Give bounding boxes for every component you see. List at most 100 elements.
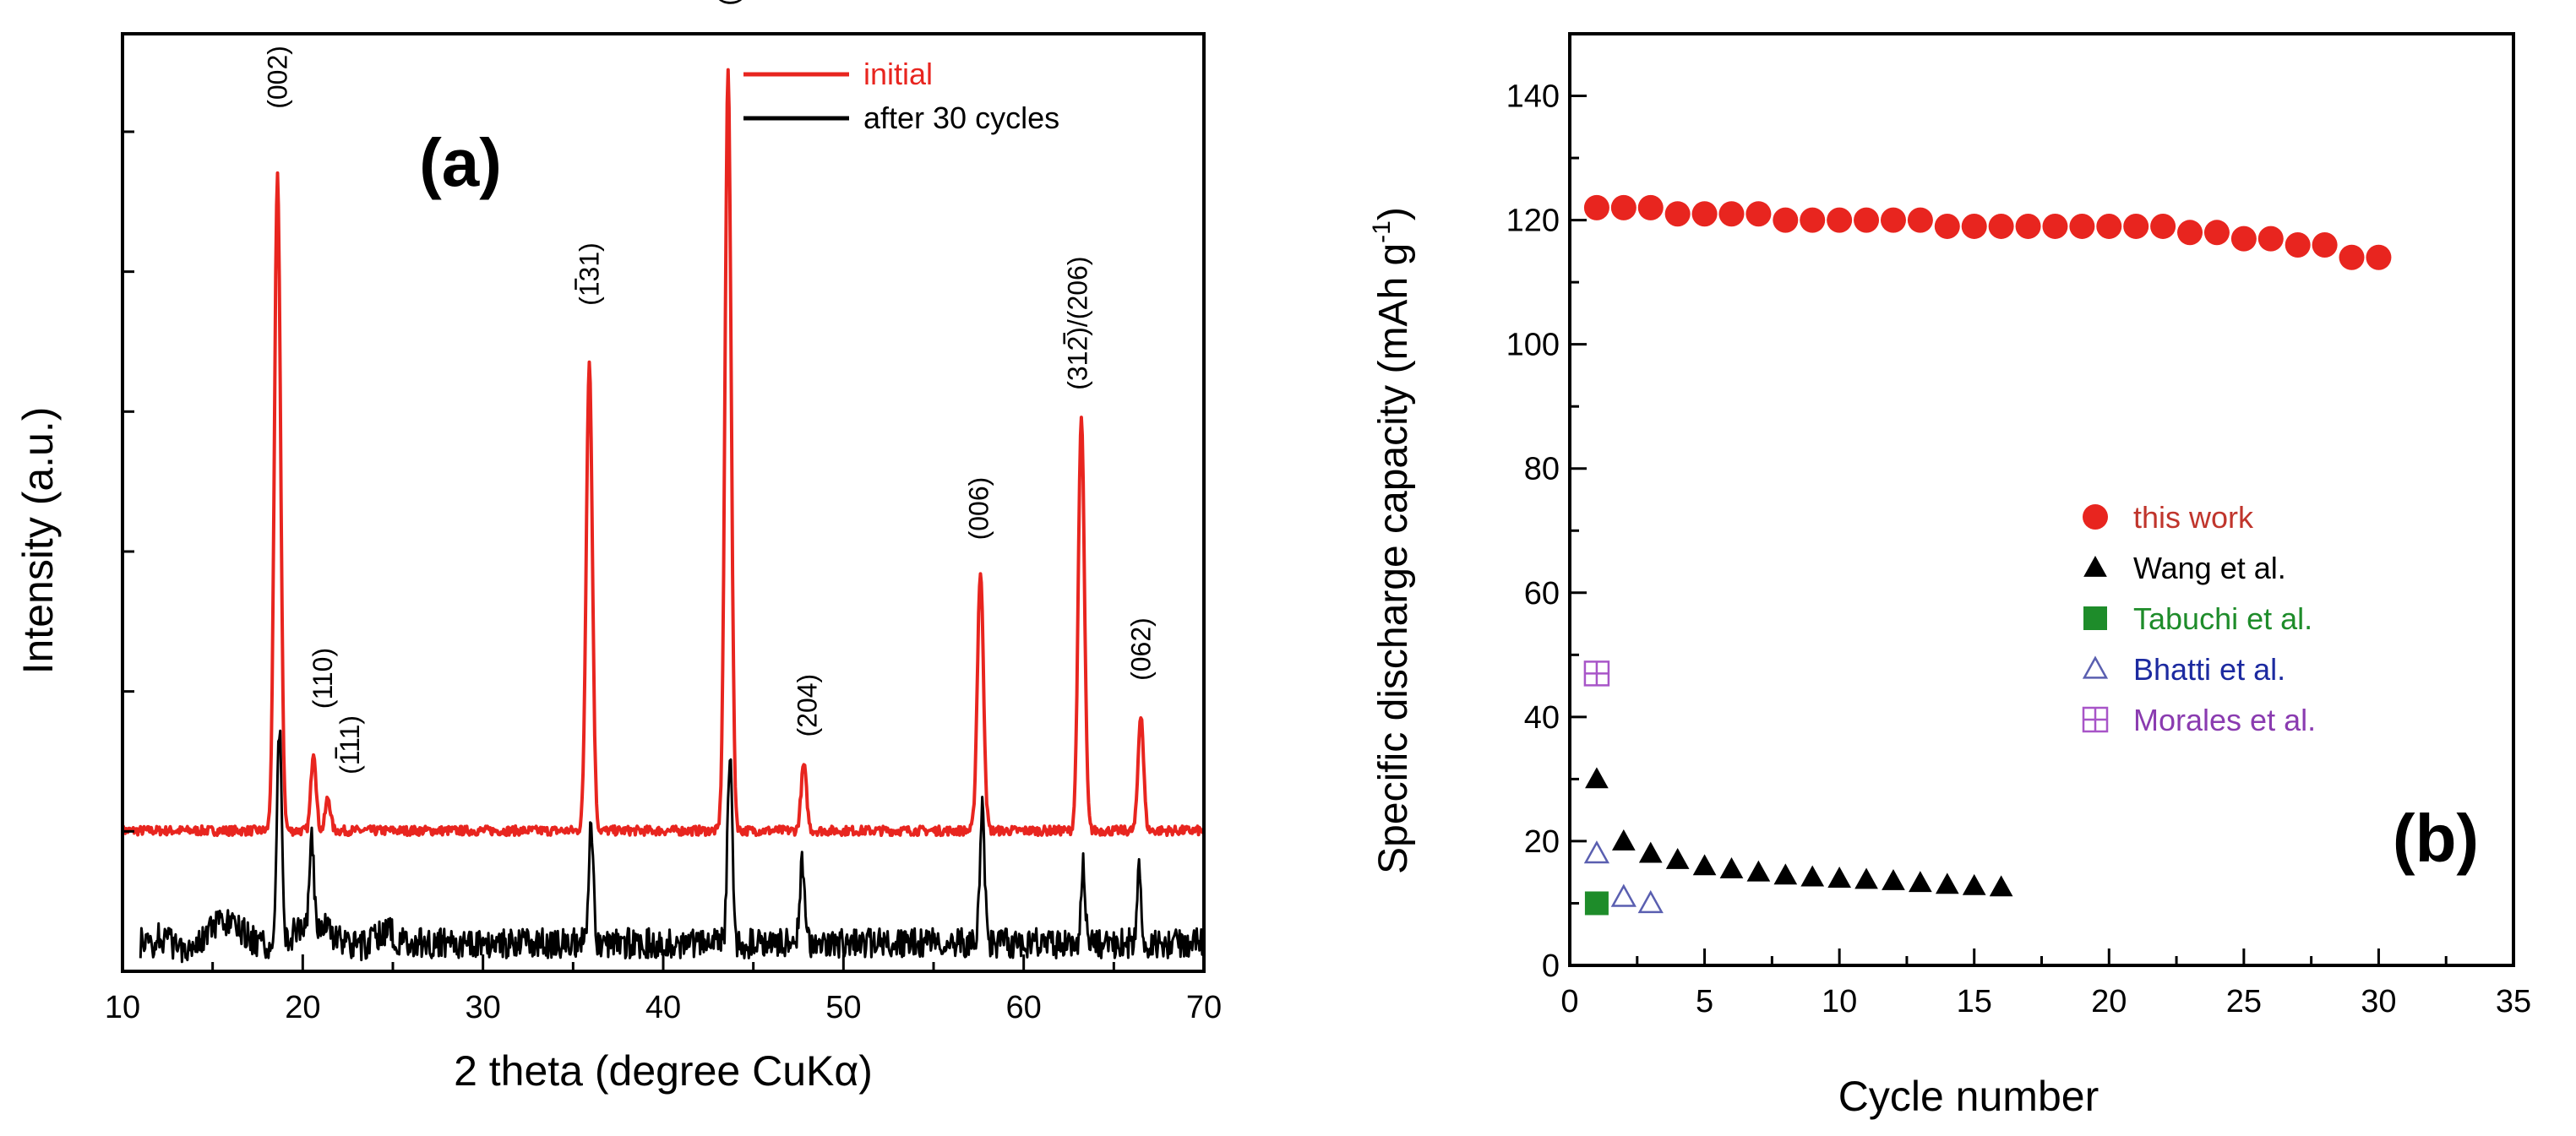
panel-b-y-axis-title-sup: -1 [1368,220,1396,243]
legend-marker [2083,504,2108,530]
wang-et-al-point [1800,865,1825,887]
this-work-point [2096,213,2122,239]
legend-label: Wang et al. [2133,551,2286,585]
x-tick-label: 40 [645,990,681,1025]
y-tick-label: 0 [1542,948,1560,984]
x-tick-label: 10 [105,990,140,1025]
legend-marker [2083,555,2107,577]
this-work-point [1827,207,1853,233]
peak-label: (312)/(206) [1063,257,1093,390]
y-tick-label: 140 [1506,79,1560,115]
this-work-point [2257,226,2284,252]
panel-b-legend: this work Wang et al. Tabuchi et al. Bhatti… [2082,500,2316,737]
x-tick-label: 20 [2091,984,2127,1019]
wang-et-al-point [1665,847,1690,869]
y-tick-label: 60 [1524,576,1560,611]
peak-label: (111) [335,715,365,775]
legend-after-label: after 30 cycles [863,101,1059,135]
wang-et-al-point [1827,867,1851,888]
y-tick-label: 80 [1524,452,1560,487]
panel-a-x-axis-title: 2 theta (degree CuKα) [454,1047,873,1095]
this-work-point [2150,213,2176,239]
this-work-point [2203,220,2230,246]
legend-label: Tabuchi et al. [2133,601,2312,636]
morales-et-al-point [1583,660,1610,687]
panel-a-legend: initial after 30 cycles [743,57,1059,135]
x-tick-label: 70 [1186,990,1222,1025]
legend-label: this work [2133,500,2254,535]
wang-et-al-point [1882,868,1905,890]
panel-a-label: (a) [419,125,502,200]
wang-et-al-point [1585,767,1609,789]
bhatti-et-al-point [1637,889,1664,914]
x-tick-label: 60 [1006,990,1042,1025]
legend-marker [2082,655,2109,679]
legend-label: Morales et al. [2133,703,2316,737]
x-tick-label: 35 [2496,984,2531,1019]
peak-label: (002) [263,46,293,109]
wang-et-al-point [1935,872,1959,894]
this-work-point [2015,213,2041,239]
peak-label: (133) [713,0,743,6]
bhatti-et-al-point [1610,883,1637,907]
panel-b-y-axis-title: Specific discharge capacity (mAh g-1) [1368,207,1416,874]
legend-marker [2083,606,2107,630]
peak-annotations: (002) (110) (111) (131) (133) (204) (006) (312)… [263,0,1157,775]
this-work-point [1664,201,1691,227]
y-tick-label: 120 [1506,204,1560,239]
wang-et-al-point [1989,875,2013,897]
wang-et-al-point [1854,867,1878,889]
x-tick-label: 30 [2361,984,2396,1019]
this-work-point [1773,207,1799,233]
x-tick-label: 20 [285,990,320,1025]
y-tick-label: 100 [1506,328,1560,363]
peak-label: (062) [1125,617,1156,681]
this-work-point [2069,213,2095,239]
xrd-curves [121,68,1206,964]
x-tick-label: 30 [466,990,501,1025]
x-tick-label: 10 [1822,984,1857,1019]
this-work-point [1880,207,1906,233]
this-work-point [2177,220,2203,246]
panel-b-ticks: 0 5 10 15 20 25 30 35 0 20 40 60 80 100 120 140 [1506,79,2532,1019]
bhatti-et-al-point [1583,840,1610,864]
wang-et-al-point [1962,873,1986,895]
this-work-point [1610,194,1637,220]
peak-label: (204) [792,674,823,737]
panel-a-y-ticks [123,130,134,833]
peak-label: (006) [963,477,994,541]
this-work-point [2230,226,2257,252]
capacity-points [1583,194,2392,916]
wang-et-al-point [1611,829,1636,851]
this-work-point [1988,213,2014,239]
y-tick-label: 40 [1524,700,1560,736]
this-work-point [1583,194,1609,220]
this-work-point [1854,207,1880,233]
this-work-point [2339,244,2365,270]
initial-curve [121,68,1206,837]
legend-initial-label: initial [863,57,933,91]
wang-et-al-point [1692,854,1717,876]
this-work-point [1961,213,1987,239]
this-work-point [1800,207,1826,233]
this-work-point [1691,201,1718,227]
this-work-point [2285,232,2311,258]
wang-et-al-point [1773,863,1798,885]
wang-et-al-point [1638,841,1663,863]
this-work-point [2123,213,2149,239]
this-work-point [1718,201,1745,227]
this-work-point [1745,201,1772,227]
wang-et-al-point [1909,871,1932,893]
panel-b-y-axis-title-end: ) [1371,207,1416,220]
wang-et-al-point [1746,860,1771,882]
legend-marker [2082,706,2109,733]
this-work-point [1934,213,1960,239]
panel-b-x-axis-title: Cycle number [1838,1073,2099,1120]
panel-a-xrd-chart: (002) (110) (111) (131) (133) (204) (006) (312)… [14,0,1222,1095]
peak-label: (131) [575,242,605,306]
wang-et-al-point [1719,856,1744,878]
panel-a-x-ticks: 10 20 30 40 50 60 70 [105,954,1222,1025]
this-work-point [1637,194,1664,220]
this-work-point [1907,207,1933,233]
